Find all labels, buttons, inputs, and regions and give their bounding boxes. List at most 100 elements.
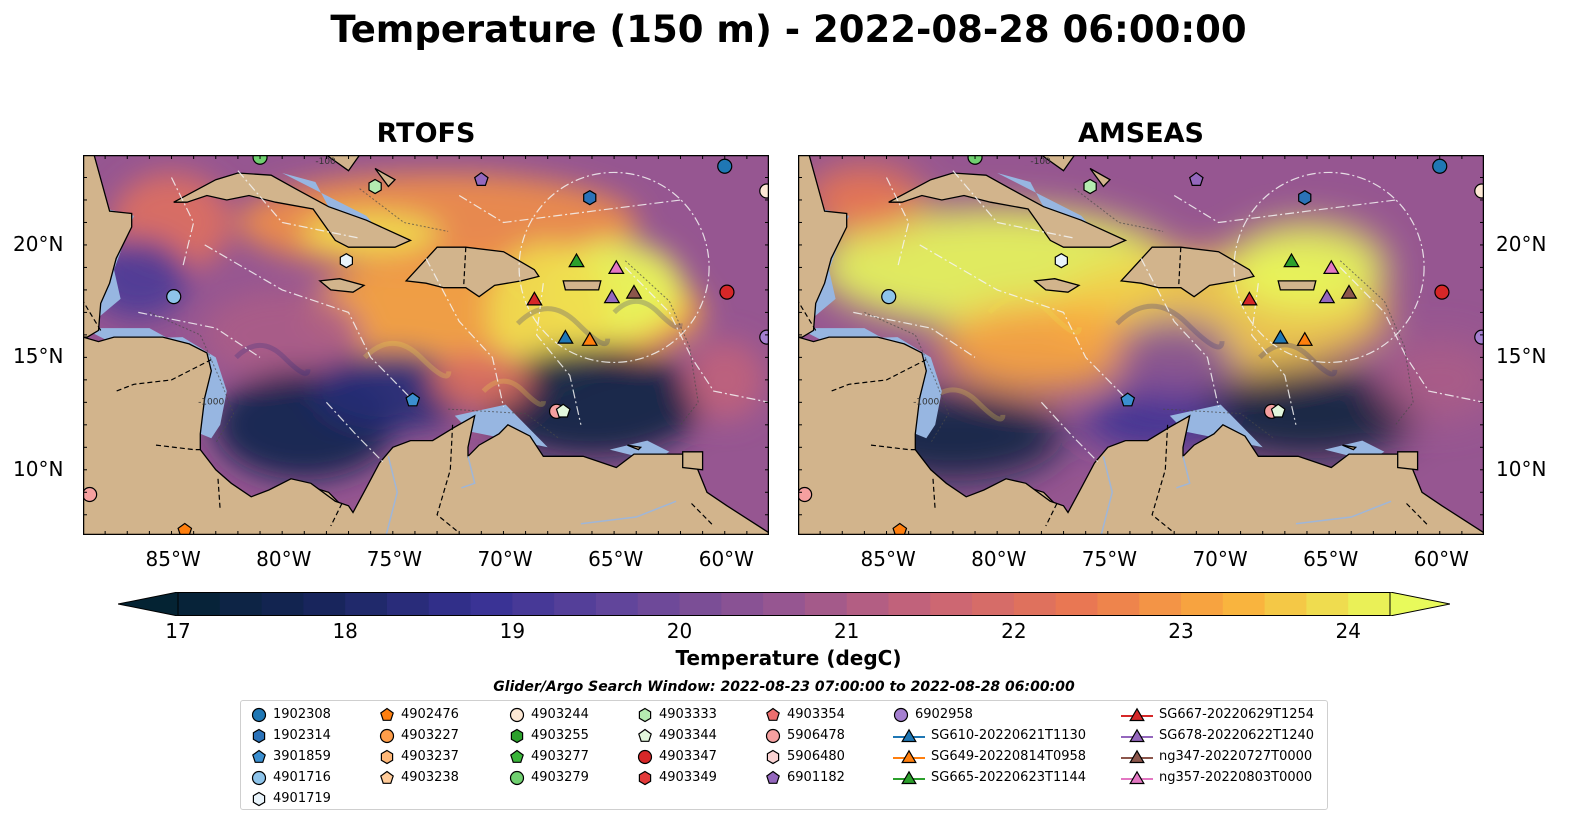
legend-label: SG678-20220622T1240 [1159,728,1315,743]
x-tick-label: 85°W [145,547,201,571]
legend-marker [901,770,917,784]
colorbar-segment [1222,592,1266,616]
land-bahamas1 [1040,155,1076,172]
legend-column: 4903333 4903344 4903347 4903349 [637,704,717,788]
x-tick-label: 85°W [860,547,916,571]
legend-item: SG649-20220814T0958 [893,746,1086,767]
rtofs-map-content: -1000 -100 [83,155,769,535]
colorbar-segment [1306,592,1349,616]
legend-item: 5906480 [765,746,845,767]
legend-marker [380,749,394,764]
eez-lines [138,170,769,464]
map-marker-4903347 [1434,284,1450,300]
circle-marker-icon [509,707,525,722]
legend-item: 1902308 [251,704,331,725]
legend-label: 4901716 [273,770,331,785]
map-marker-3901859 [405,392,421,407]
colorbar-segment [1139,592,1182,616]
legend-marker [901,728,917,742]
colorbar-segment [679,592,722,616]
legend-label: 4903244 [531,707,589,722]
colorbar-segment [261,592,304,616]
legend-item: SG610-20220621T1130 [893,725,1086,746]
colorbar-extend-low [118,592,179,616]
rivers [1100,456,1392,535]
colorbar-tick-label: 19 [499,619,526,643]
map-marker-1902314 [1298,190,1312,206]
map-marker-ng357-20220803T0000 [607,259,625,275]
legend-item: 4903255 [509,725,589,746]
legend-marker [1129,728,1145,742]
circle-marker-icon [251,707,267,722]
map-marker-3901859 [1120,392,1136,407]
map-marker-6901182 [473,171,489,186]
legend-label: 5906480 [787,749,845,764]
contour-label-1000: -1000 [913,398,939,408]
legend-item: 6902958 [893,704,1086,725]
map-marker-6901182 [1188,171,1204,186]
map-marker-ng347-20220727T0000 [625,284,643,299]
legend: 1902308 1902314 3901859 4901716 4901719 49024… [240,700,1328,810]
country-borders [83,247,715,534]
x-tick-label: 75°W [366,547,423,571]
land-jamaica [318,278,366,293]
legend-label: 4903279 [531,770,589,785]
legend-column: 6902958 SG610-20220621T1130 SG649-20220814… [893,704,1086,788]
map-marker-6902958 [759,329,769,345]
circle-marker-icon [509,770,525,785]
colorbar-tick-label: 20 [666,619,693,643]
bathymetry-contours [149,188,699,444]
pentagon-marker-icon [766,770,780,784]
x-tick-label: 70°W [1192,547,1248,571]
colorbar-segment [846,592,890,616]
shallow-water-0 [798,328,942,439]
map-marker-4903279 [967,155,983,165]
legend-item: 4901716 [251,767,331,788]
land-trinidad [1397,451,1419,471]
map-marker-1902308 [717,158,733,174]
legend-marker [252,791,266,806]
y-tick-label: 15°N [1496,344,1547,369]
legend-label: 5906478 [787,728,845,743]
legend-item: 4903347 [637,746,717,767]
colorbar-tick-label: 18 [332,619,358,643]
legend-label: SG649-20220814T0958 [931,749,1087,764]
legend-marker [380,770,394,784]
map-marker-SG610-20220621T1130 [557,329,574,344]
map-marker-SG649-20220814T0958 [1296,331,1314,346]
eddy-texture [926,295,1338,422]
legend-marker [901,749,917,763]
map-marker-SG667-20220629T1254 [1241,291,1258,306]
colorbar-segment [1055,592,1099,616]
map-marker-5906478 [798,486,813,503]
map-marker-4901719 [1054,253,1068,269]
map-marker-4901719 [339,253,353,269]
map-marker-SG665-20220623T1144 [568,252,585,268]
y-tick-label: 10°N [1496,456,1547,481]
legend-marker [766,749,780,764]
pentagon-marker-icon [766,707,780,721]
colorbar-segment [178,592,221,616]
triangle-marker-icon [893,770,925,784]
land-centralAmericaCaribbean [83,336,769,535]
colorbar-segment [1264,592,1308,616]
legend-label: 1902308 [273,707,331,722]
map-marker-4903279 [252,155,268,165]
legend-column: 4902476 4903227 4903237 4903238 [379,704,459,788]
eez-ring [518,171,710,364]
land-venezuelaIsland [1342,444,1358,451]
rtofs-map[interactable]: -1000 -100 [83,155,769,535]
land-cuba [173,172,413,248]
x-tick-label: 60°W [698,547,754,571]
map-marker-SG678-20220622T1240 [1318,288,1336,304]
figure-title: Temperature (150 m) - 2022-08-28 06:00:0… [330,8,1247,51]
country-borders [798,247,1430,534]
map-marker-1902314 [583,190,597,206]
legend-label: 4903237 [401,749,459,764]
legend-label: SG667-20220629T1254 [1159,707,1315,722]
hexagon-marker-icon [252,791,266,806]
map-marker-ng347-20220727T0000 [1340,284,1358,299]
x-tick-label: 65°W [1303,547,1359,571]
amseas-map[interactable]: -1000 -100 [798,155,1484,535]
hexagon-marker-icon [766,749,780,764]
